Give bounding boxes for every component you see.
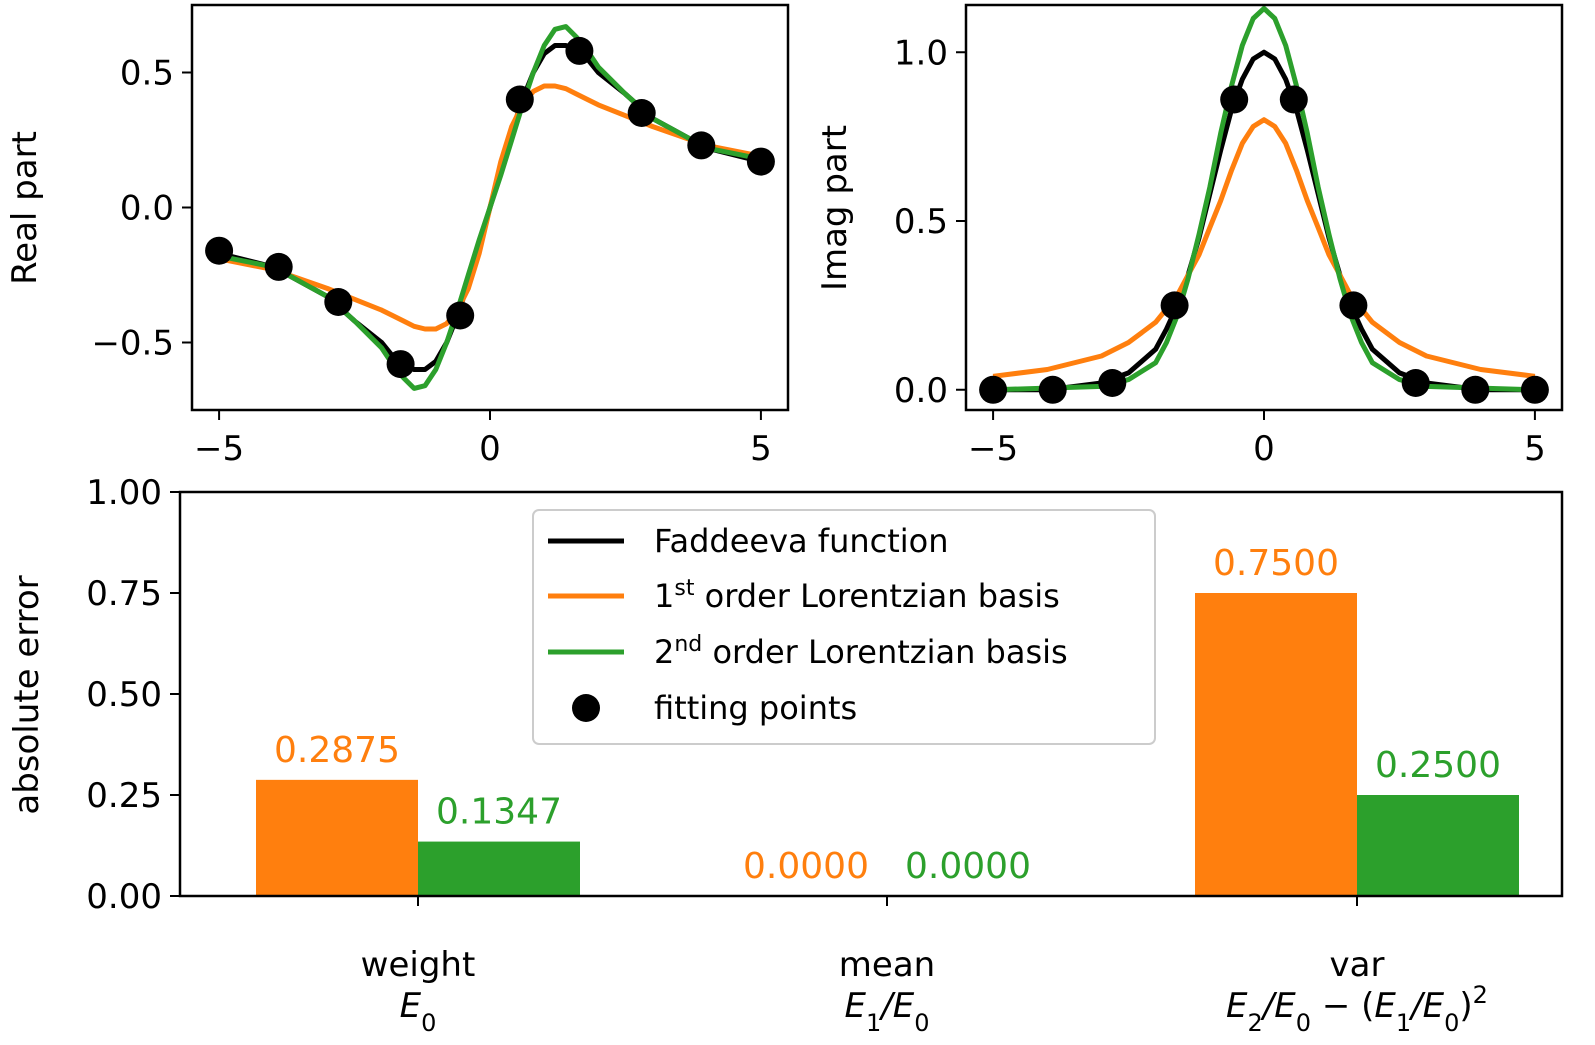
absolute-error-ytick-label: 0.00	[86, 877, 162, 917]
imag-fitting-point	[1401, 369, 1430, 397]
bar-weight-2nd-order-lorentzian-basis	[418, 841, 580, 896]
real-fitting-point	[687, 131, 716, 160]
imag-part-panel: Imag part −5 0 5 0.0 0.5 1.0	[815, 3, 1564, 469]
real-fitting-point	[205, 236, 234, 265]
absolute-error-ylabel: absolute error	[7, 575, 47, 814]
bar-var-1st-order-lorentzian-basis	[1195, 593, 1357, 896]
imag-xtick-label: −5	[968, 429, 1018, 469]
real-part-panel: Real part −5 0 5 −0.5 0.0 0.5	[5, 3, 790, 469]
legend-label-faddeeva: Faddeeva function	[654, 522, 949, 560]
real-fitting-point	[746, 147, 775, 176]
absolute-error-ytick-label: 0.25	[86, 776, 162, 816]
imag-xtick-label: 5	[1524, 429, 1546, 469]
imag-fitting-point	[1098, 369, 1127, 397]
legend-label-first-order: 1st order Lorentzian basis	[654, 576, 1060, 615]
imag-part-ylabel: Imag part	[815, 125, 855, 291]
imag-fitting-point	[1038, 375, 1067, 404]
bar-value-label: 0.7500	[1213, 543, 1339, 584]
imag-xtick-label: 0	[1253, 429, 1275, 469]
real-fitting-point	[324, 288, 353, 316]
real-xtick-label: 0	[479, 429, 501, 469]
legend-label-second-order: 2nd order Lorentzian basis	[654, 632, 1068, 671]
imag-ytick-label: 0.0	[894, 371, 948, 411]
imag-ytick-label: 1.0	[894, 33, 948, 73]
category-label-mean: mean	[839, 945, 935, 985]
absolute-error-ytick-label: 0.75	[86, 574, 162, 614]
real-xtick-label: −5	[194, 429, 244, 469]
real-ytick-label: 0.5	[120, 54, 174, 94]
bar-value-label: 0.2500	[1375, 745, 1501, 786]
real-fitting-point	[386, 350, 415, 379]
real-part-ylabel: Real part	[5, 131, 45, 285]
legend: Faddeeva function 1st order Lorentzian b…	[532, 509, 1156, 745]
imag-fitting-point	[1461, 375, 1490, 404]
bar-value-label: 0.0000	[905, 846, 1031, 887]
real-ytick-label: 0.0	[120, 189, 174, 229]
real-fitting-point	[446, 301, 475, 330]
real-fitting-point	[264, 252, 293, 281]
bar-var-2nd-order-lorentzian-basis	[1357, 795, 1519, 896]
imag-fitting-point	[1339, 291, 1368, 320]
absolute-error-panel: absolute error weight E0 mean E1/E0 var …	[7, 473, 1564, 1037]
category-label-weight: weight	[361, 945, 476, 985]
category-label-var: var	[1330, 945, 1385, 985]
absolute-error-ytick-label: 1.00	[86, 473, 162, 513]
bar-value-label: 0.2875	[274, 730, 400, 771]
bar-value-label: 0.1347	[436, 792, 562, 833]
real-fitting-point	[565, 36, 594, 65]
legend-frame	[532, 509, 1156, 745]
real-xtick-label: 5	[750, 429, 772, 469]
imag-fitting-point	[1520, 375, 1549, 404]
real-fitting-point	[505, 85, 534, 114]
real-fitting-point	[627, 99, 656, 127]
imag-series-2nd-order-lorentzian-basis	[993, 5, 1535, 393]
bar-weight-1st-order-lorentzian-basis	[256, 779, 418, 896]
imag-series-1st-order-lorentzian-basis	[992, 117, 1536, 379]
bar-value-label: 0.0000	[743, 846, 869, 887]
imag-fitting-point	[1279, 85, 1308, 114]
absolute-error-ytick-label: 0.50	[86, 675, 162, 715]
legend-label-fitting-points: fitting points	[654, 689, 857, 727]
real-ytick-label: −0.5	[91, 324, 174, 364]
imag-ytick-label: 0.5	[894, 202, 948, 242]
imag-fitting-point	[1220, 85, 1249, 114]
imag-fitting-point	[979, 375, 1008, 404]
imag-series-faddeeva-function	[993, 49, 1535, 393]
imag-fitting-point	[1160, 291, 1189, 320]
legend-swatch-fitting-points	[572, 694, 600, 722]
